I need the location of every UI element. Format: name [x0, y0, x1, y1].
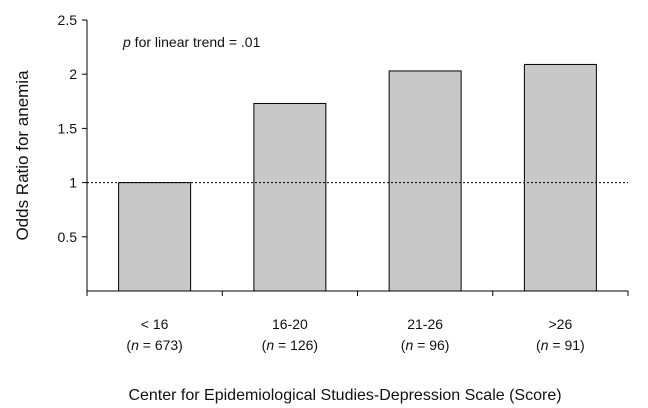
sample-size-label: (n = 126): [262, 337, 318, 353]
y-tick-label: 2.5: [58, 12, 78, 28]
bar: [253, 102, 327, 292]
bar: [523, 63, 597, 292]
sample-size-label: (n = 91): [536, 337, 585, 353]
bar: [118, 182, 192, 292]
bar: [388, 70, 462, 292]
sample-size-label: (n = 96): [401, 337, 450, 353]
y-axis-title: Odds Ratio for anemia: [13, 70, 32, 241]
x-axis-title: Center for Epidemiological Studies-Depre…: [128, 387, 561, 404]
y-tick-label: 1: [69, 175, 77, 191]
x-tick-label: 21-26: [407, 316, 443, 332]
sample-size-label: (n = 673): [126, 337, 182, 353]
y-tick-label: 1.5: [58, 120, 78, 136]
x-tick-label: >26: [549, 316, 573, 332]
x-tick-label: 16-20: [272, 316, 308, 332]
trend-annotation: p for linear trend = .01: [122, 34, 261, 50]
x-tick-label: < 16: [141, 316, 169, 332]
y-tick-label: 2: [69, 66, 77, 82]
y-tick-label: 0.5: [58, 229, 78, 245]
